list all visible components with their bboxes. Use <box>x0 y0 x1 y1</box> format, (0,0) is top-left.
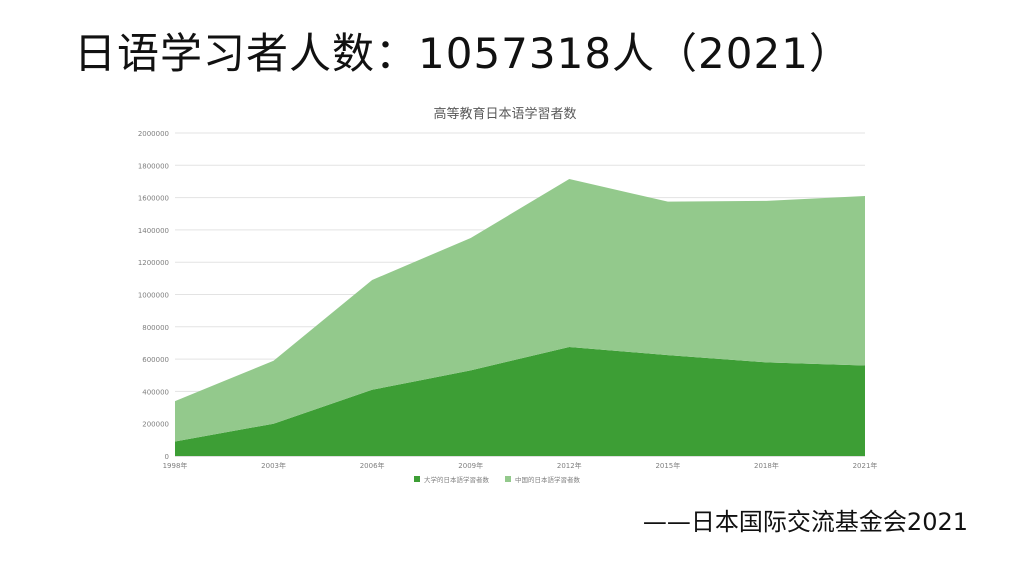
x-tick-label: 1998年 <box>163 461 188 470</box>
x-tick-label: 2015年 <box>655 461 680 470</box>
source-citation: ——日本国际交流基金会2021 <box>642 508 968 536</box>
y-tick-label: 0 <box>165 453 169 461</box>
area-series-path <box>175 346 865 456</box>
legend-label: 大学的日本語学習者数 <box>424 475 490 484</box>
y-tick-label: 1200000 <box>138 259 169 267</box>
x-tick-label: 2018年 <box>754 461 779 470</box>
y-tick-label: 200000 <box>142 421 169 429</box>
y-tick-label: 1400000 <box>138 227 169 235</box>
chart-title: 高等教育日本语学習者数 <box>433 106 576 122</box>
y-tick-label: 800000 <box>142 324 169 332</box>
area-series <box>175 179 865 456</box>
y-tick-label: 400000 <box>142 388 169 396</box>
x-tick-label: 2009年 <box>458 461 483 470</box>
legend: 大学的日本語学習者数 中国的日本語学習者数 <box>414 475 581 484</box>
area-series-path <box>175 179 865 442</box>
x-tick-label: 2006年 <box>360 461 385 470</box>
slide-title: 日语学习者人数：1057318人（2021） <box>74 29 852 78</box>
y-tick-label: 1600000 <box>138 195 169 203</box>
y-tick-label: 2000000 <box>138 130 169 138</box>
legend-swatch <box>505 476 511 482</box>
x-tick-label: 2021年 <box>853 461 878 470</box>
y-tick-label: 1800000 <box>138 162 169 170</box>
y-tick-label: 1000000 <box>138 292 169 300</box>
y-axis-ticks: 0 200000 400000 600000 800000 1000000 1200000 1… <box>138 130 169 461</box>
x-tick-label: 2012年 <box>557 461 582 470</box>
chart-canvas: 高等教育日本语学習者数 0 200000 400000 600000 800000 100… <box>138 106 878 484</box>
legend-label: 中国的日本語学習者数 <box>515 475 581 484</box>
x-axis-ticks: 1998年 2003年 2006年 2009年 2012年 2015年 2018年 2021年 <box>163 461 878 470</box>
area-chart: 高等教育日本语学習者数 0 200000 400000 600000 800000 100… <box>120 98 890 498</box>
x-tick-label: 2003年 <box>261 461 286 470</box>
y-tick-label: 600000 <box>142 356 169 364</box>
legend-swatch <box>414 476 420 482</box>
